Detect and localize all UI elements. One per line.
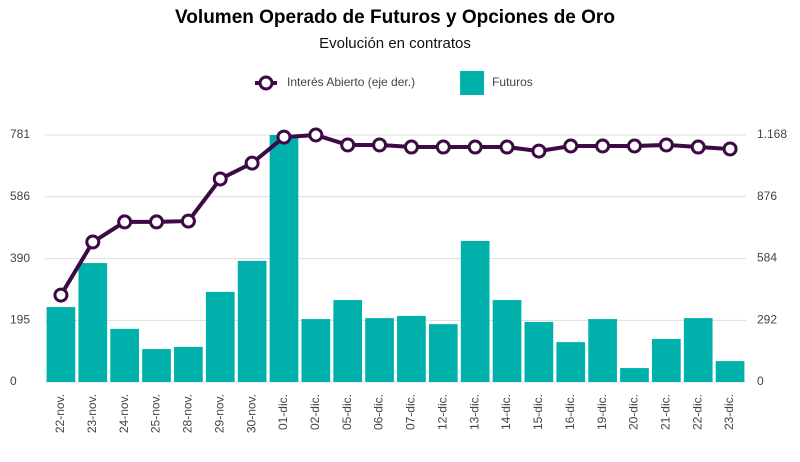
- bar: [333, 300, 363, 382]
- line-marker: [563, 138, 579, 154]
- bar: [174, 346, 203, 382]
- bar: [301, 319, 331, 382]
- bar: [365, 318, 394, 382]
- x-tick-label: 23-nov.: [85, 394, 99, 433]
- x-tick-label: 06-dic.: [372, 394, 386, 430]
- y-tick-label: 0: [10, 374, 17, 388]
- line-marker: [212, 171, 228, 187]
- y-tick-label: 390: [10, 251, 30, 265]
- bar: [620, 368, 649, 382]
- line-marker: [467, 139, 483, 155]
- x-tick-label: 07-dic.: [404, 394, 418, 430]
- chart-title: Volumen Operado de Futuros y Opciones de…: [175, 7, 615, 28]
- y2-tick-label: 584: [757, 251, 777, 265]
- line-marker: [340, 137, 356, 153]
- bar: [428, 324, 458, 382]
- bar: [460, 240, 490, 382]
- line-marker: [276, 129, 292, 145]
- bar: [492, 300, 522, 382]
- x-tick-label: 30-nov.: [244, 394, 258, 433]
- x-tick-label: 02-dic.: [308, 394, 322, 430]
- x-tick-label: 13-dic.: [467, 394, 481, 430]
- line-marker: [85, 234, 101, 250]
- x-tick-label: 21-dic.: [659, 394, 673, 430]
- line-marker: [403, 139, 419, 155]
- line: [59, 132, 731, 297]
- y-tick-label: 195: [10, 313, 30, 327]
- line-marker: [499, 139, 515, 155]
- line-marker: [53, 287, 69, 303]
- x-tick-label: 25-nov.: [149, 394, 163, 433]
- legend-swatch: [460, 71, 485, 95]
- bar: [524, 321, 554, 382]
- legend-marker: [258, 75, 274, 91]
- line-marker: [690, 139, 706, 155]
- line-marker: [658, 137, 674, 153]
- bar: [237, 260, 267, 382]
- y-tick-label: 586: [10, 189, 30, 203]
- legend-label: Futuros: [492, 75, 533, 89]
- y2-tick-label: 292: [757, 312, 777, 326]
- x-tick-label: 29-nov.: [212, 394, 226, 433]
- x-tick-label: 22-dic.: [690, 394, 704, 430]
- line-marker: [149, 214, 165, 230]
- line-marker: [117, 214, 133, 230]
- x-tick-label: 15-dic.: [531, 394, 545, 430]
- bar: [142, 349, 171, 382]
- x-tick-label: 14-dic.: [499, 394, 513, 430]
- y-tick-label: 781: [10, 127, 30, 141]
- line-marker: [595, 138, 611, 154]
- x-tick-label: 05-dic.: [340, 394, 354, 430]
- bar: [46, 307, 76, 382]
- legend-label: Interés Abierto (eje der.): [287, 75, 415, 89]
- y2-tick-label: 0: [757, 374, 764, 388]
- bar: [78, 263, 108, 382]
- x-tick-label: 16-dic.: [563, 394, 577, 430]
- bar: [397, 315, 426, 382]
- chart-subtitle: Evolución en contratos: [319, 35, 471, 52]
- bar: [205, 291, 235, 382]
- x-tick-label: 23-dic.: [722, 394, 736, 430]
- bar: [556, 342, 586, 382]
- x-tick-label: 12-dic.: [435, 394, 449, 430]
- bar: [652, 338, 681, 382]
- x-tick-label: 19-dic.: [595, 394, 609, 430]
- line-marker: [308, 127, 324, 143]
- bar: [588, 319, 617, 382]
- line-marker: [435, 139, 451, 155]
- bar: [269, 135, 299, 382]
- x-tick-label: 24-nov.: [117, 394, 131, 433]
- x-tick-label: 22-nov.: [53, 394, 67, 433]
- bar: [110, 328, 139, 382]
- line-marker: [244, 155, 260, 171]
- bar: [683, 318, 713, 382]
- bar: [715, 361, 745, 382]
- y2-tick-label: 1.168: [757, 127, 787, 141]
- x-tick-label: 20-dic.: [627, 394, 641, 430]
- x-tick-label: 28-nov.: [181, 394, 195, 433]
- x-tick-label: 01-dic.: [276, 394, 290, 430]
- line-marker: [722, 141, 738, 157]
- line-marker: [626, 138, 642, 154]
- y2-tick-label: 876: [757, 189, 777, 203]
- line-marker: [372, 137, 388, 153]
- line-marker: [180, 213, 196, 229]
- line-marker: [531, 143, 547, 159]
